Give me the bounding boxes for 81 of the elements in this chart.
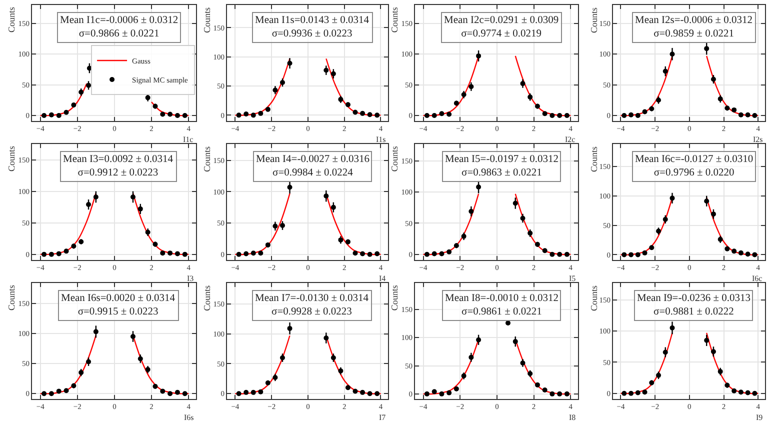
- annotation: Mean I4=-0.0027 ± 0.0316 σ=0.9984 ± 0.0224: [256, 154, 370, 179]
- point: [512, 200, 518, 206]
- point: [704, 198, 710, 204]
- point: [670, 196, 675, 201]
- x-axis-title: I6c: [752, 274, 763, 283]
- y-axis-title: Counts: [202, 6, 212, 33]
- point: [287, 60, 292, 66]
- annotation: Mean I9=-0.0236 ± 0.0313 σ=0.9881 ± 0.0222: [637, 293, 750, 318]
- annotation: Mean I7=-0.0130 ± 0.0314 σ=0.9928 ± 0.0223: [255, 293, 370, 318]
- point: [324, 194, 329, 199]
- point: [130, 194, 136, 200]
- point: [710, 76, 716, 82]
- point: [476, 184, 482, 190]
- x-axis-title: I8: [569, 413, 576, 422]
- y-axis-title: Counts: [6, 145, 16, 172]
- x-axis-title: I3: [187, 274, 194, 283]
- point: [272, 88, 278, 93]
- point: [710, 349, 716, 354]
- x-axis-title: I4: [379, 274, 386, 283]
- point: [287, 184, 292, 190]
- y-axis-title: Counts: [6, 6, 16, 32]
- point: [86, 82, 92, 88]
- point: [662, 350, 668, 355]
- x-axis-title: I9: [756, 413, 763, 422]
- point: [330, 204, 336, 210]
- x-axis-title: I1c: [183, 135, 194, 144]
- annotation: Mean I1s=0.0143 ± 0.0314 σ=0.9936 ± 0.0223: [255, 15, 370, 40]
- annotation: Mean I1c=-0.0006 ± 0.0312 σ=0.9866 ± 0.0221: [60, 15, 178, 40]
- point: [710, 212, 716, 217]
- point: [512, 339, 518, 344]
- y-axis-title: Counts: [390, 284, 400, 311]
- annotation: Mean I8=-0.0010 ± 0.0312 σ=0.9861 ± 0.0221: [445, 293, 558, 318]
- y-axis-title: Counts: [390, 146, 400, 172]
- point: [704, 46, 710, 52]
- point: [520, 216, 526, 221]
- point: [662, 68, 668, 74]
- point: [272, 224, 278, 229]
- x-axis-title: I2c: [565, 135, 576, 144]
- y-axis-title: Counts: [6, 284, 16, 310]
- point: [86, 202, 92, 208]
- point: [468, 84, 474, 90]
- point: [86, 359, 92, 364]
- annotation: Mean I6c=-0.0127 ± 0.0310 σ=0.9796 ± 0.0220: [635, 154, 754, 179]
- point: [324, 68, 329, 73]
- point: [468, 208, 474, 214]
- x-axis-title: I5: [569, 274, 576, 283]
- point: [662, 216, 668, 222]
- y-axis-title: Counts: [202, 284, 212, 311]
- point: [330, 71, 336, 76]
- annotation: Mean I5=-0.0197 ± 0.0312 σ=0.9863 ± 0.0221: [445, 154, 558, 179]
- x-axis-title: I7: [379, 413, 386, 422]
- point: [93, 194, 98, 200]
- point: [130, 334, 136, 339]
- y-axis-title: Counts: [589, 284, 599, 311]
- y-axis-title: Counts: [390, 6, 400, 33]
- point: [704, 338, 710, 343]
- y-axis-title: Counts: [589, 146, 599, 172]
- point: [93, 329, 98, 334]
- point: [330, 355, 336, 360]
- point: [476, 53, 482, 58]
- annotation: Mean I6s=0.0020 ± 0.0314 σ=0.9915 ± 0.0223: [61, 293, 176, 318]
- y-axis-title: Counts: [202, 146, 212, 172]
- point: [468, 354, 474, 360]
- y-axis-title: Counts: [589, 6, 599, 33]
- point: [476, 337, 482, 342]
- x-axis-title: I2s: [753, 135, 763, 144]
- x-axis-title: I6s: [184, 413, 194, 422]
- point: [324, 336, 329, 341]
- point: [520, 81, 526, 86]
- point: [670, 325, 675, 330]
- x-axis-title: I1s: [376, 135, 386, 144]
- annotation: Mean I2c=0.0291 ± 0.0309 σ=0.9774 ± 0.0219: [444, 15, 559, 40]
- point: [138, 206, 143, 212]
- point: [280, 223, 285, 228]
- point: [287, 326, 292, 331]
- annotation: Mean I2s=-0.0006 ± 0.0312 σ=0.9859 ± 0.0221: [635, 15, 753, 40]
- point: [280, 80, 285, 86]
- point: [280, 355, 285, 360]
- annotation: Mean I3=0.0092 ± 0.0314 σ=0.9912 ± 0.0223: [63, 154, 174, 179]
- point: [138, 356, 143, 362]
- point: [670, 52, 675, 57]
